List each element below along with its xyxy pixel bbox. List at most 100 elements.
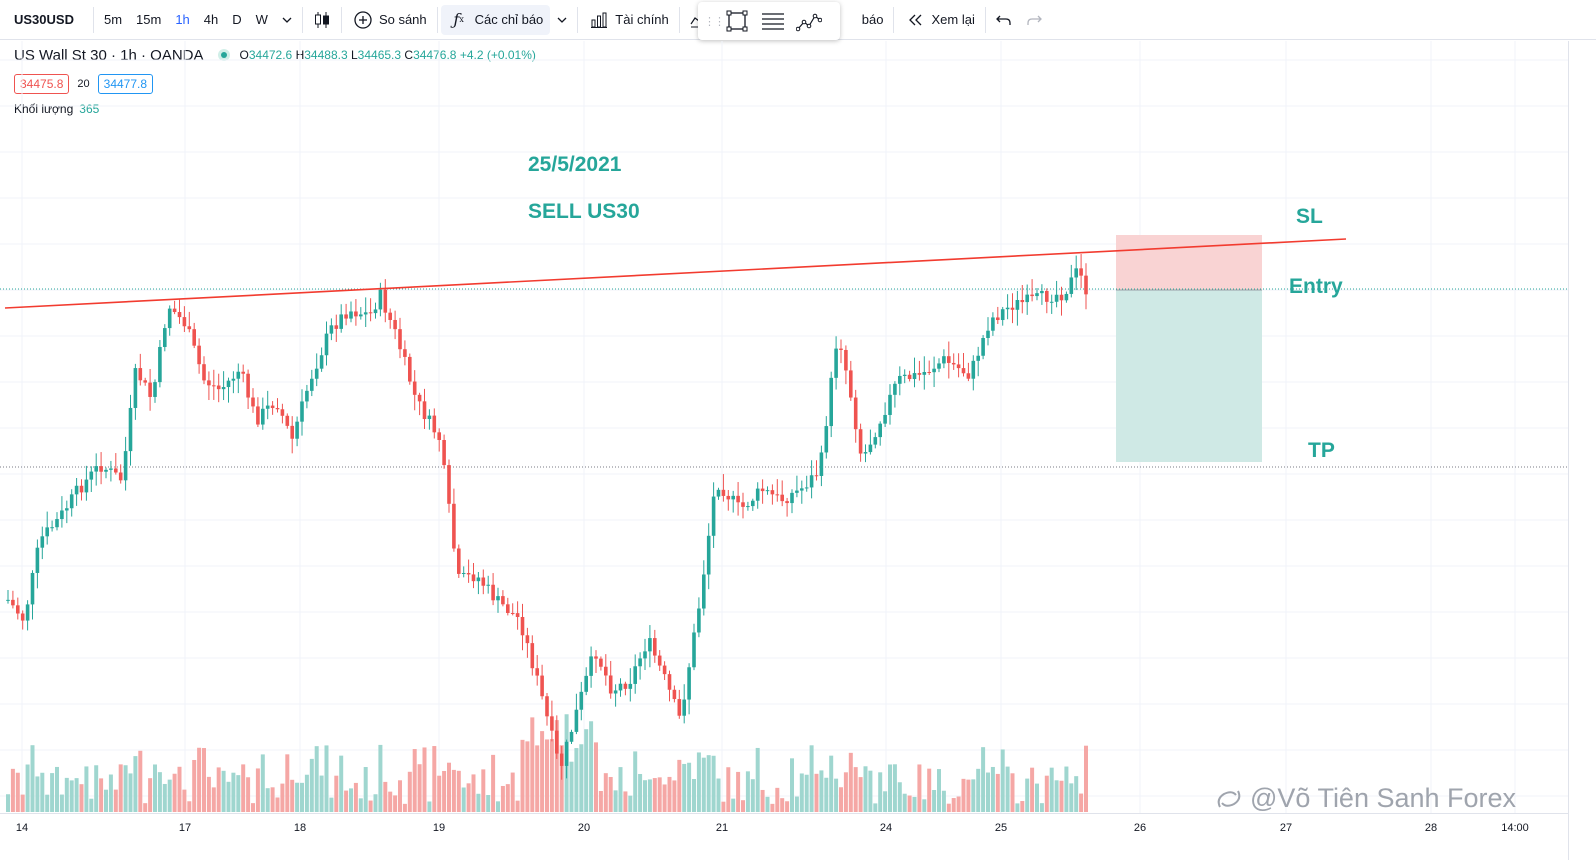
volume-bar (883, 791, 888, 812)
rectangle-tool-button[interactable] (722, 6, 752, 36)
volume-bar (927, 768, 932, 812)
symbol-search-button[interactable]: US30USD (14, 12, 74, 27)
candle-body (971, 360, 976, 379)
volume-bar (843, 772, 848, 812)
candle-body (1015, 300, 1020, 310)
volume-bar (917, 764, 922, 812)
price-chart[interactable] (0, 41, 1568, 813)
interval-w-button[interactable]: W (255, 12, 268, 27)
stop-loss-zone[interactable] (1116, 235, 1262, 290)
toolbar-divider (893, 6, 895, 33)
volume-bar (471, 774, 476, 812)
replay-button[interactable]: Xem lại (897, 0, 981, 40)
volume-bar (976, 768, 981, 812)
candle-body (1010, 307, 1015, 310)
financials-button[interactable]: Tài chính (581, 0, 675, 40)
volume-bar (839, 787, 843, 812)
volume-bar (275, 797, 280, 812)
volume-bar (123, 765, 128, 812)
annotation-entry[interactable]: Entry (1289, 275, 1343, 298)
take-profit-zone[interactable] (1116, 290, 1262, 462)
volume-bar (476, 793, 481, 812)
candle-body (956, 364, 961, 369)
candle-body (79, 485, 84, 493)
volume-bar (79, 784, 84, 812)
volume-bar (971, 779, 976, 812)
price-scale[interactable] (1568, 41, 1596, 860)
candle-body (687, 667, 691, 700)
volume-bar (285, 754, 290, 812)
annotation-date[interactable]: 25/5/2021 (528, 153, 622, 176)
annotation-trade[interactable]: SELL US30 (528, 200, 640, 223)
spread-value: 20 (77, 78, 90, 90)
candle-body (991, 317, 995, 331)
undo-button[interactable] (989, 0, 1019, 40)
volume-bar (402, 803, 407, 812)
time-axis[interactable]: 14 17 18 19 20 21 24 25 26 27 28 14:00 (0, 813, 1568, 860)
candle-body (461, 572, 466, 574)
candle-body (819, 452, 824, 476)
interval-1h-button[interactable]: 1h (175, 12, 190, 27)
candle-body (1079, 268, 1083, 276)
volume-bar (138, 750, 143, 812)
annotation-sl[interactable]: SL (1296, 205, 1323, 228)
volume-bar (672, 780, 677, 812)
candle-body (657, 655, 662, 666)
chart-type-button[interactable] (306, 0, 338, 40)
annotation-tp[interactable]: TP (1308, 439, 1335, 462)
fib-levels-tool-button[interactable] (758, 6, 788, 36)
volume-bar (265, 788, 270, 812)
interval-dropdown-button[interactable] (275, 0, 299, 40)
candle-body (109, 468, 113, 470)
candle-body (506, 604, 510, 613)
candle-body (1054, 294, 1059, 302)
volume-bar (197, 747, 202, 812)
volume-bar (932, 790, 937, 812)
volume-bar (241, 764, 246, 812)
volume-bar (417, 764, 422, 812)
sell-price-button[interactable]: 34475.8 (14, 74, 70, 94)
symbol-title[interactable]: US Wall St 30 · 1h · OANDA (14, 46, 204, 64)
candle-body (187, 326, 192, 330)
compare-button[interactable]: So sánh (345, 0, 434, 40)
templates-dropdown-button[interactable] (550, 0, 574, 40)
interval-d-button[interactable]: D (232, 12, 242, 27)
interval-5m-button[interactable]: 5m (103, 12, 123, 27)
volume-bar (177, 766, 182, 812)
redo-button[interactable] (1019, 0, 1049, 40)
buy-price-button[interactable]: 34477.8 (97, 74, 154, 94)
alert-button[interactable]: báo (855, 0, 891, 40)
volume-bars (6, 714, 1088, 812)
volume-bar (775, 787, 780, 812)
candle-body (383, 289, 388, 313)
candle-body (16, 605, 20, 614)
financials-label: Tài chính (615, 12, 669, 27)
candle-body (25, 604, 30, 621)
volume-bar (608, 776, 613, 812)
candle-body (422, 401, 427, 420)
interval-4h-button[interactable]: 4h (203, 12, 219, 27)
volume-bar (324, 745, 329, 812)
volume-bar (280, 783, 285, 812)
candle-body (231, 378, 236, 381)
resistance-trendline[interactable] (4, 238, 1347, 309)
volume-bar (897, 782, 902, 812)
time-tick: 20 (577, 822, 591, 834)
candle-body (976, 355, 980, 361)
drag-handle-icon[interactable]: ⋮⋮ (704, 15, 725, 28)
candle-body (608, 675, 613, 694)
pattern-tool-button[interactable] (794, 6, 824, 36)
interval-15m-button[interactable]: 15m (136, 12, 162, 27)
candle-body (765, 490, 770, 492)
candle-body (853, 397, 858, 430)
volume-bar (344, 790, 349, 812)
candle-body (594, 656, 598, 659)
candle-body (153, 382, 157, 397)
volume-bar (770, 803, 775, 812)
volume-bar (456, 770, 461, 812)
volume-bar (643, 780, 647, 812)
candle-body (741, 502, 745, 507)
candle-body (123, 451, 128, 481)
volume-bar (1074, 776, 1079, 812)
